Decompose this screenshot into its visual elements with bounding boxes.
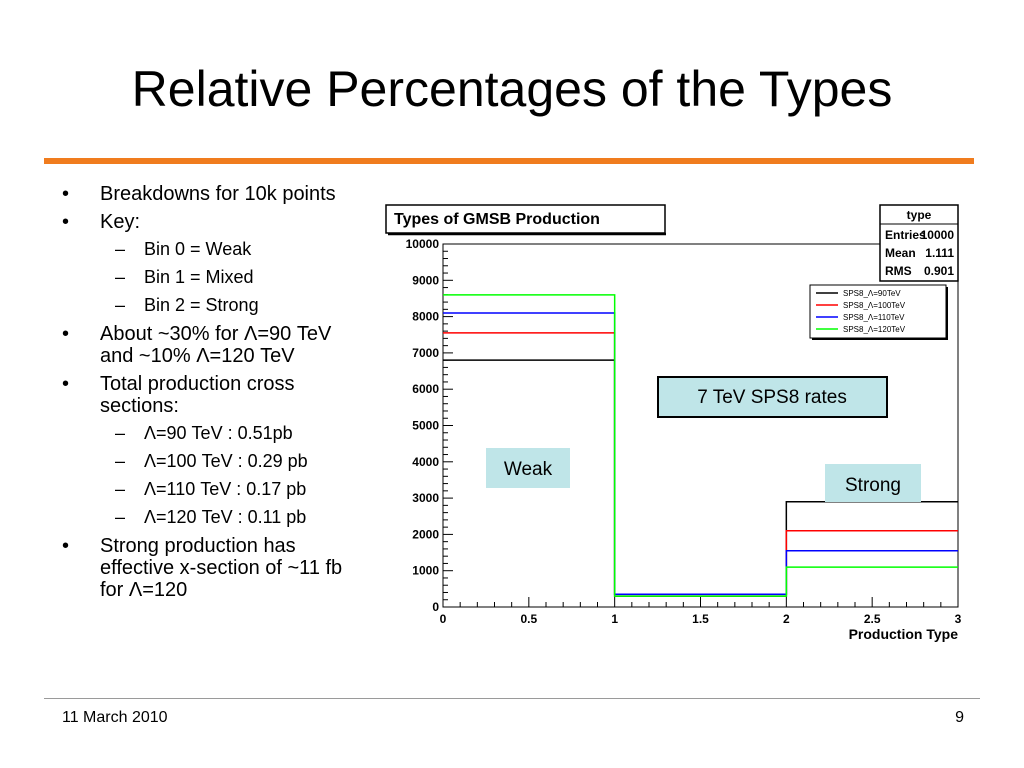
y-tick-label: 0 bbox=[432, 600, 439, 614]
x-tick-label: 0.5 bbox=[520, 612, 537, 626]
title-divider bbox=[44, 158, 974, 164]
sub-bullet-item: Bin 1 = Mixed bbox=[100, 267, 362, 288]
stats-value: 1.111 bbox=[925, 246, 954, 260]
histogram-series bbox=[443, 312, 958, 596]
x-tick-label: 2.5 bbox=[864, 612, 881, 626]
y-tick-label: 9000 bbox=[412, 273, 439, 287]
rates-annotation: 7 TeV SPS8 rates bbox=[697, 387, 847, 408]
bullet-item: Breakdowns for 10k points bbox=[62, 183, 362, 205]
y-tick-label: 10000 bbox=[406, 237, 440, 251]
bullet-item: Strong production has effective x-sectio… bbox=[62, 535, 362, 601]
sub-bullet-item: Λ=110 TeV : 0.17 pb bbox=[100, 479, 362, 500]
y-tick-label: 1000 bbox=[412, 564, 439, 578]
bullet-item: Key: Bin 0 = Weak Bin 1 = Mixed Bin 2 = … bbox=[62, 211, 362, 316]
legend-label: SPS8_Λ=120TeV bbox=[843, 325, 906, 334]
chart-title: Types of GMSB Production bbox=[394, 211, 600, 228]
legend-label: SPS8_Λ=90TeV bbox=[843, 289, 901, 298]
x-tick-label: 0 bbox=[440, 612, 447, 626]
bullet-list: Breakdowns for 10k points Key: Bin 0 = W… bbox=[62, 183, 362, 607]
footer-date: 11 March 2010 bbox=[62, 709, 168, 726]
x-tick-label: 2 bbox=[783, 612, 790, 626]
x-axis-label: Production Type bbox=[849, 626, 959, 642]
weak-annotation-box bbox=[486, 448, 570, 488]
stats-label: Mean bbox=[885, 246, 916, 260]
weak-annotation: Weak bbox=[504, 459, 553, 480]
x-tick-label: 1 bbox=[611, 612, 618, 626]
legend-label: SPS8_Λ=100TeV bbox=[843, 301, 906, 310]
stats-value: 0.901 bbox=[924, 264, 954, 278]
y-tick-label: 3000 bbox=[412, 491, 439, 505]
bullet-item: About ~30% for Λ=90 TeV and ~10% Λ=120 T… bbox=[62, 323, 362, 367]
stats-box-title: type bbox=[907, 208, 932, 222]
stats-value: 10000 bbox=[921, 228, 955, 242]
y-tick-label: 7000 bbox=[412, 346, 439, 360]
x-tick-label: 1.5 bbox=[692, 612, 709, 626]
strong-annotation-box bbox=[825, 464, 921, 502]
sub-bullet-item: Bin 2 = Strong bbox=[100, 295, 362, 316]
bullet-item: Total production cross sections: Λ=90 Te… bbox=[62, 373, 362, 528]
chart-title-box bbox=[385, 204, 666, 234]
footer-divider bbox=[44, 698, 980, 699]
slide-title: Relative Percentages of the Types bbox=[131, 61, 893, 117]
stats-label: RMS bbox=[885, 264, 912, 278]
stats-label: Entries bbox=[885, 228, 926, 242]
strong-annotation: Strong bbox=[845, 475, 901, 496]
page-number: 9 bbox=[955, 709, 964, 726]
x-tick-label: 3 bbox=[955, 612, 962, 626]
histogram-chart: 0 0.5 1 1.5 2 2.5 3 0 1000 2000 3000 4000 5000 6000 70… bbox=[380, 200, 980, 650]
y-tick-label: 4000 bbox=[412, 455, 439, 469]
rates-annotation-box bbox=[657, 376, 888, 418]
y-tick-label: 8000 bbox=[412, 310, 439, 324]
sub-bullet-item: Λ=90 TeV : 0.51pb bbox=[100, 423, 362, 444]
y-tick-label: 6000 bbox=[412, 382, 439, 396]
sub-bullet-item: Λ=120 TeV : 0.11 pb bbox=[100, 507, 362, 528]
sub-bullet-item: Bin 0 = Weak bbox=[100, 239, 362, 260]
stats-box bbox=[879, 204, 959, 282]
y-tick-label: 5000 bbox=[412, 419, 439, 433]
sub-bullet-item: Λ=100 TeV : 0.29 pb bbox=[100, 451, 362, 472]
y-tick-label: 2000 bbox=[412, 527, 439, 541]
histogram-series bbox=[443, 294, 958, 597]
legend-label: SPS8_Λ=110TeV bbox=[843, 313, 905, 322]
